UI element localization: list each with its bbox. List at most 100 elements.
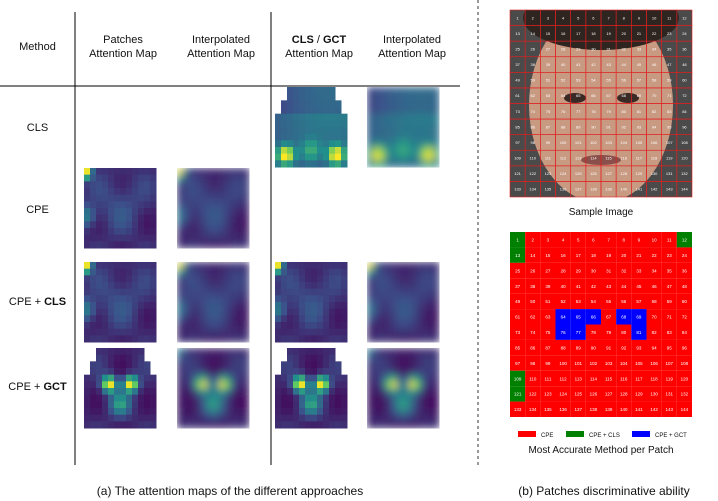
map-cell — [132, 415, 139, 422]
grid-number: 25 — [515, 268, 521, 273]
map-cell — [433, 388, 440, 395]
map-cell — [391, 140, 398, 147]
map-cell — [231, 181, 238, 188]
map-cell — [409, 154, 416, 161]
map-cell — [317, 262, 324, 269]
map-cell — [219, 348, 226, 355]
map-cell — [126, 421, 133, 428]
grid-number: 92 — [621, 345, 627, 350]
map-cell — [373, 355, 380, 362]
map-cell — [150, 309, 157, 316]
map-cell — [102, 195, 109, 202]
map-cell — [421, 107, 428, 114]
map-cell — [367, 388, 374, 395]
map-cell — [243, 221, 250, 228]
map-cell — [120, 348, 127, 355]
map-cell — [132, 388, 139, 395]
map-cell — [403, 134, 410, 141]
map-cell — [433, 309, 440, 316]
map-cell — [114, 289, 121, 296]
map-cell — [275, 395, 282, 402]
map-cell — [213, 175, 220, 182]
map-cell — [231, 275, 238, 282]
map-cell — [195, 348, 202, 355]
map-cell — [195, 309, 202, 316]
map-cell — [96, 295, 103, 302]
map-cell — [96, 201, 103, 208]
map-cell — [329, 309, 336, 316]
map-cell — [397, 368, 404, 375]
map-cell — [299, 94, 306, 101]
map-cell — [150, 315, 157, 322]
map-cell — [299, 107, 306, 114]
map-cell — [90, 315, 97, 322]
map-cell — [231, 368, 238, 375]
map-cell — [231, 168, 238, 175]
map-cell — [329, 87, 336, 94]
map-cell — [367, 147, 374, 154]
map-cell — [102, 309, 109, 316]
map-cell — [195, 355, 202, 362]
map-cell — [189, 201, 196, 208]
map-cell — [189, 262, 196, 269]
map-cell — [317, 421, 324, 428]
map-cell — [84, 188, 91, 195]
map-cell — [397, 114, 404, 121]
map-cell — [126, 221, 133, 228]
map-cell — [201, 375, 208, 382]
map-cell — [243, 241, 250, 248]
map-cell — [293, 262, 300, 269]
map-cell — [201, 421, 208, 428]
map-cell — [317, 401, 324, 408]
map-cell — [409, 381, 416, 388]
map-cell — [409, 269, 416, 276]
map-cell — [415, 134, 422, 141]
map-cell — [126, 181, 133, 188]
map-cell — [287, 355, 294, 362]
patch-number: 131 — [666, 171, 673, 176]
map-cell — [225, 322, 232, 329]
map-cell — [219, 395, 226, 402]
patch-number: 56 — [622, 78, 627, 83]
map-cell — [84, 235, 91, 242]
map-cell — [329, 348, 336, 355]
map-cell — [397, 147, 404, 154]
map-cell — [237, 188, 244, 195]
map-cell — [317, 87, 324, 94]
map-cell — [195, 275, 202, 282]
page: body { margin: 0; width: 718px; height: … — [0, 0, 718, 501]
map-cell — [213, 335, 220, 342]
map-cell — [84, 408, 91, 415]
map-cell — [323, 114, 330, 121]
map-cell — [367, 315, 374, 322]
map-cell — [293, 329, 300, 336]
map-cell — [195, 241, 202, 248]
map-cell — [341, 127, 348, 134]
patch-number: 35 — [667, 46, 672, 51]
map-cell — [305, 421, 312, 428]
map-cell — [403, 415, 410, 422]
map-cell — [409, 100, 416, 107]
map-cell — [433, 114, 440, 121]
map-cell — [189, 375, 196, 382]
map-cell — [207, 415, 214, 422]
map-cell — [391, 87, 398, 94]
map-cell — [102, 208, 109, 215]
map-cell — [275, 302, 282, 309]
patch-number: 46 — [652, 62, 657, 67]
map-cell — [391, 154, 398, 161]
row-label-bold: GCT — [43, 381, 66, 393]
map-cell — [102, 188, 109, 195]
map-cell — [385, 160, 392, 167]
map-cell — [409, 147, 416, 154]
map-cell — [201, 175, 208, 182]
map-cell — [385, 375, 392, 382]
map-cell — [207, 329, 214, 336]
map-cell — [237, 395, 244, 402]
patch-number: 98 — [531, 140, 536, 145]
map-cell — [201, 269, 208, 276]
map-cell — [219, 235, 226, 242]
map-cell — [84, 335, 91, 342]
map-cell — [201, 401, 208, 408]
map-cell — [150, 302, 157, 309]
